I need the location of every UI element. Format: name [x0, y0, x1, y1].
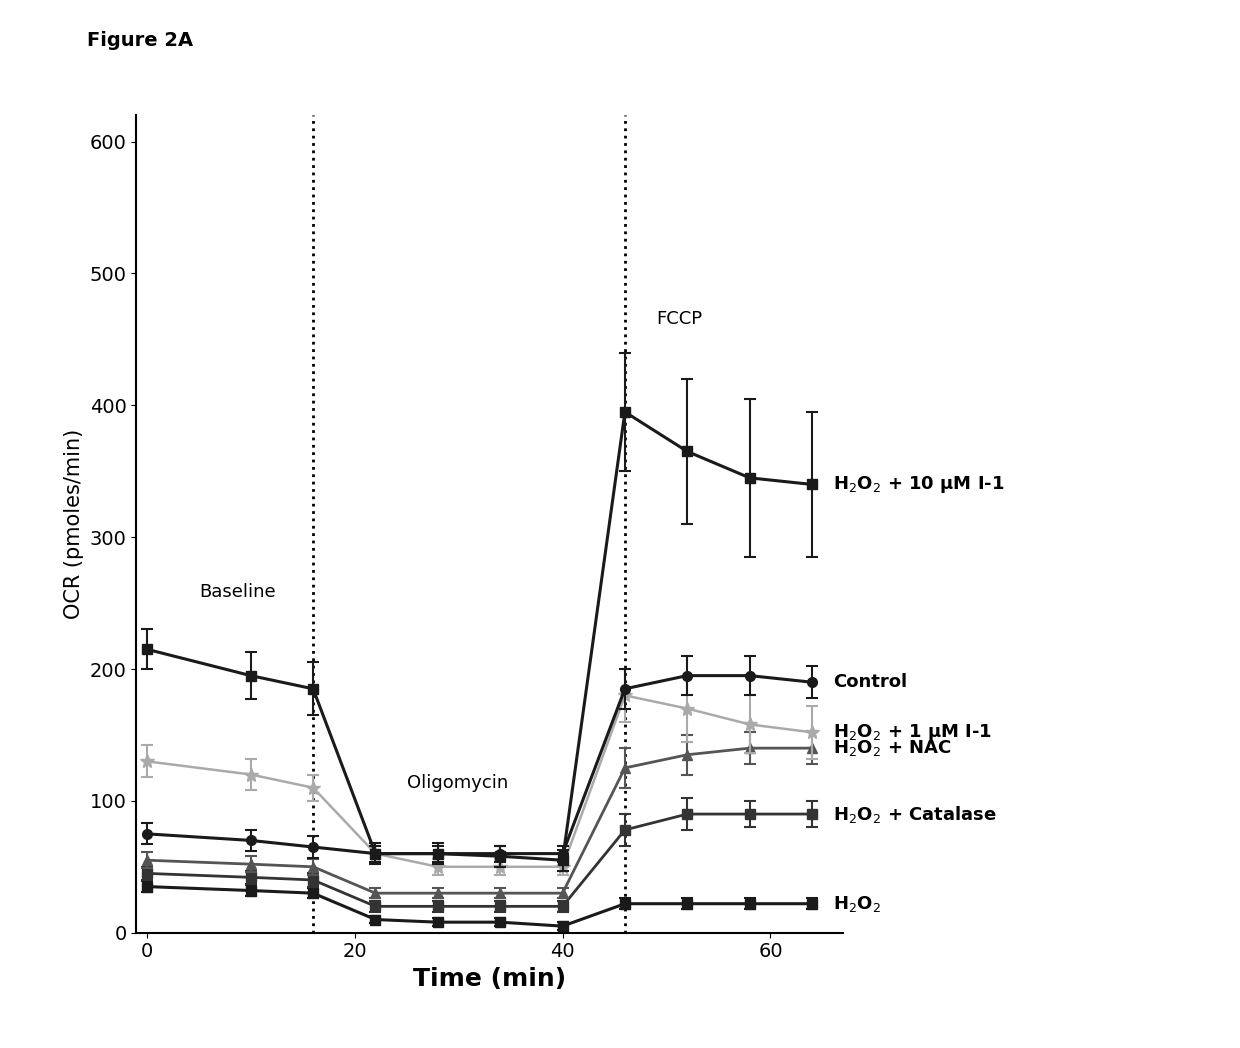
X-axis label: Time (min): Time (min) — [413, 967, 567, 991]
Text: H$_2$O$_2$ + NAC: H$_2$O$_2$ + NAC — [833, 738, 951, 758]
Text: H$_2$O$_2$: H$_2$O$_2$ — [833, 894, 880, 914]
Text: H$_2$O$_2$ + Catalase: H$_2$O$_2$ + Catalase — [833, 804, 997, 825]
Text: H$_2$O$_2$ + 1 μM I-1: H$_2$O$_2$ + 1 μM I-1 — [833, 722, 992, 743]
Text: Baseline: Baseline — [198, 583, 275, 601]
Text: FCCP: FCCP — [656, 309, 702, 328]
Text: Control: Control — [833, 673, 906, 692]
Text: Figure 2A: Figure 2A — [87, 31, 193, 50]
Text: H$_2$O$_2$ + 10 μM I-1: H$_2$O$_2$ + 10 μM I-1 — [833, 474, 1004, 495]
Y-axis label: OCR (pmoles/min): OCR (pmoles/min) — [64, 429, 84, 619]
Text: Oligomycin: Oligomycin — [407, 773, 508, 791]
